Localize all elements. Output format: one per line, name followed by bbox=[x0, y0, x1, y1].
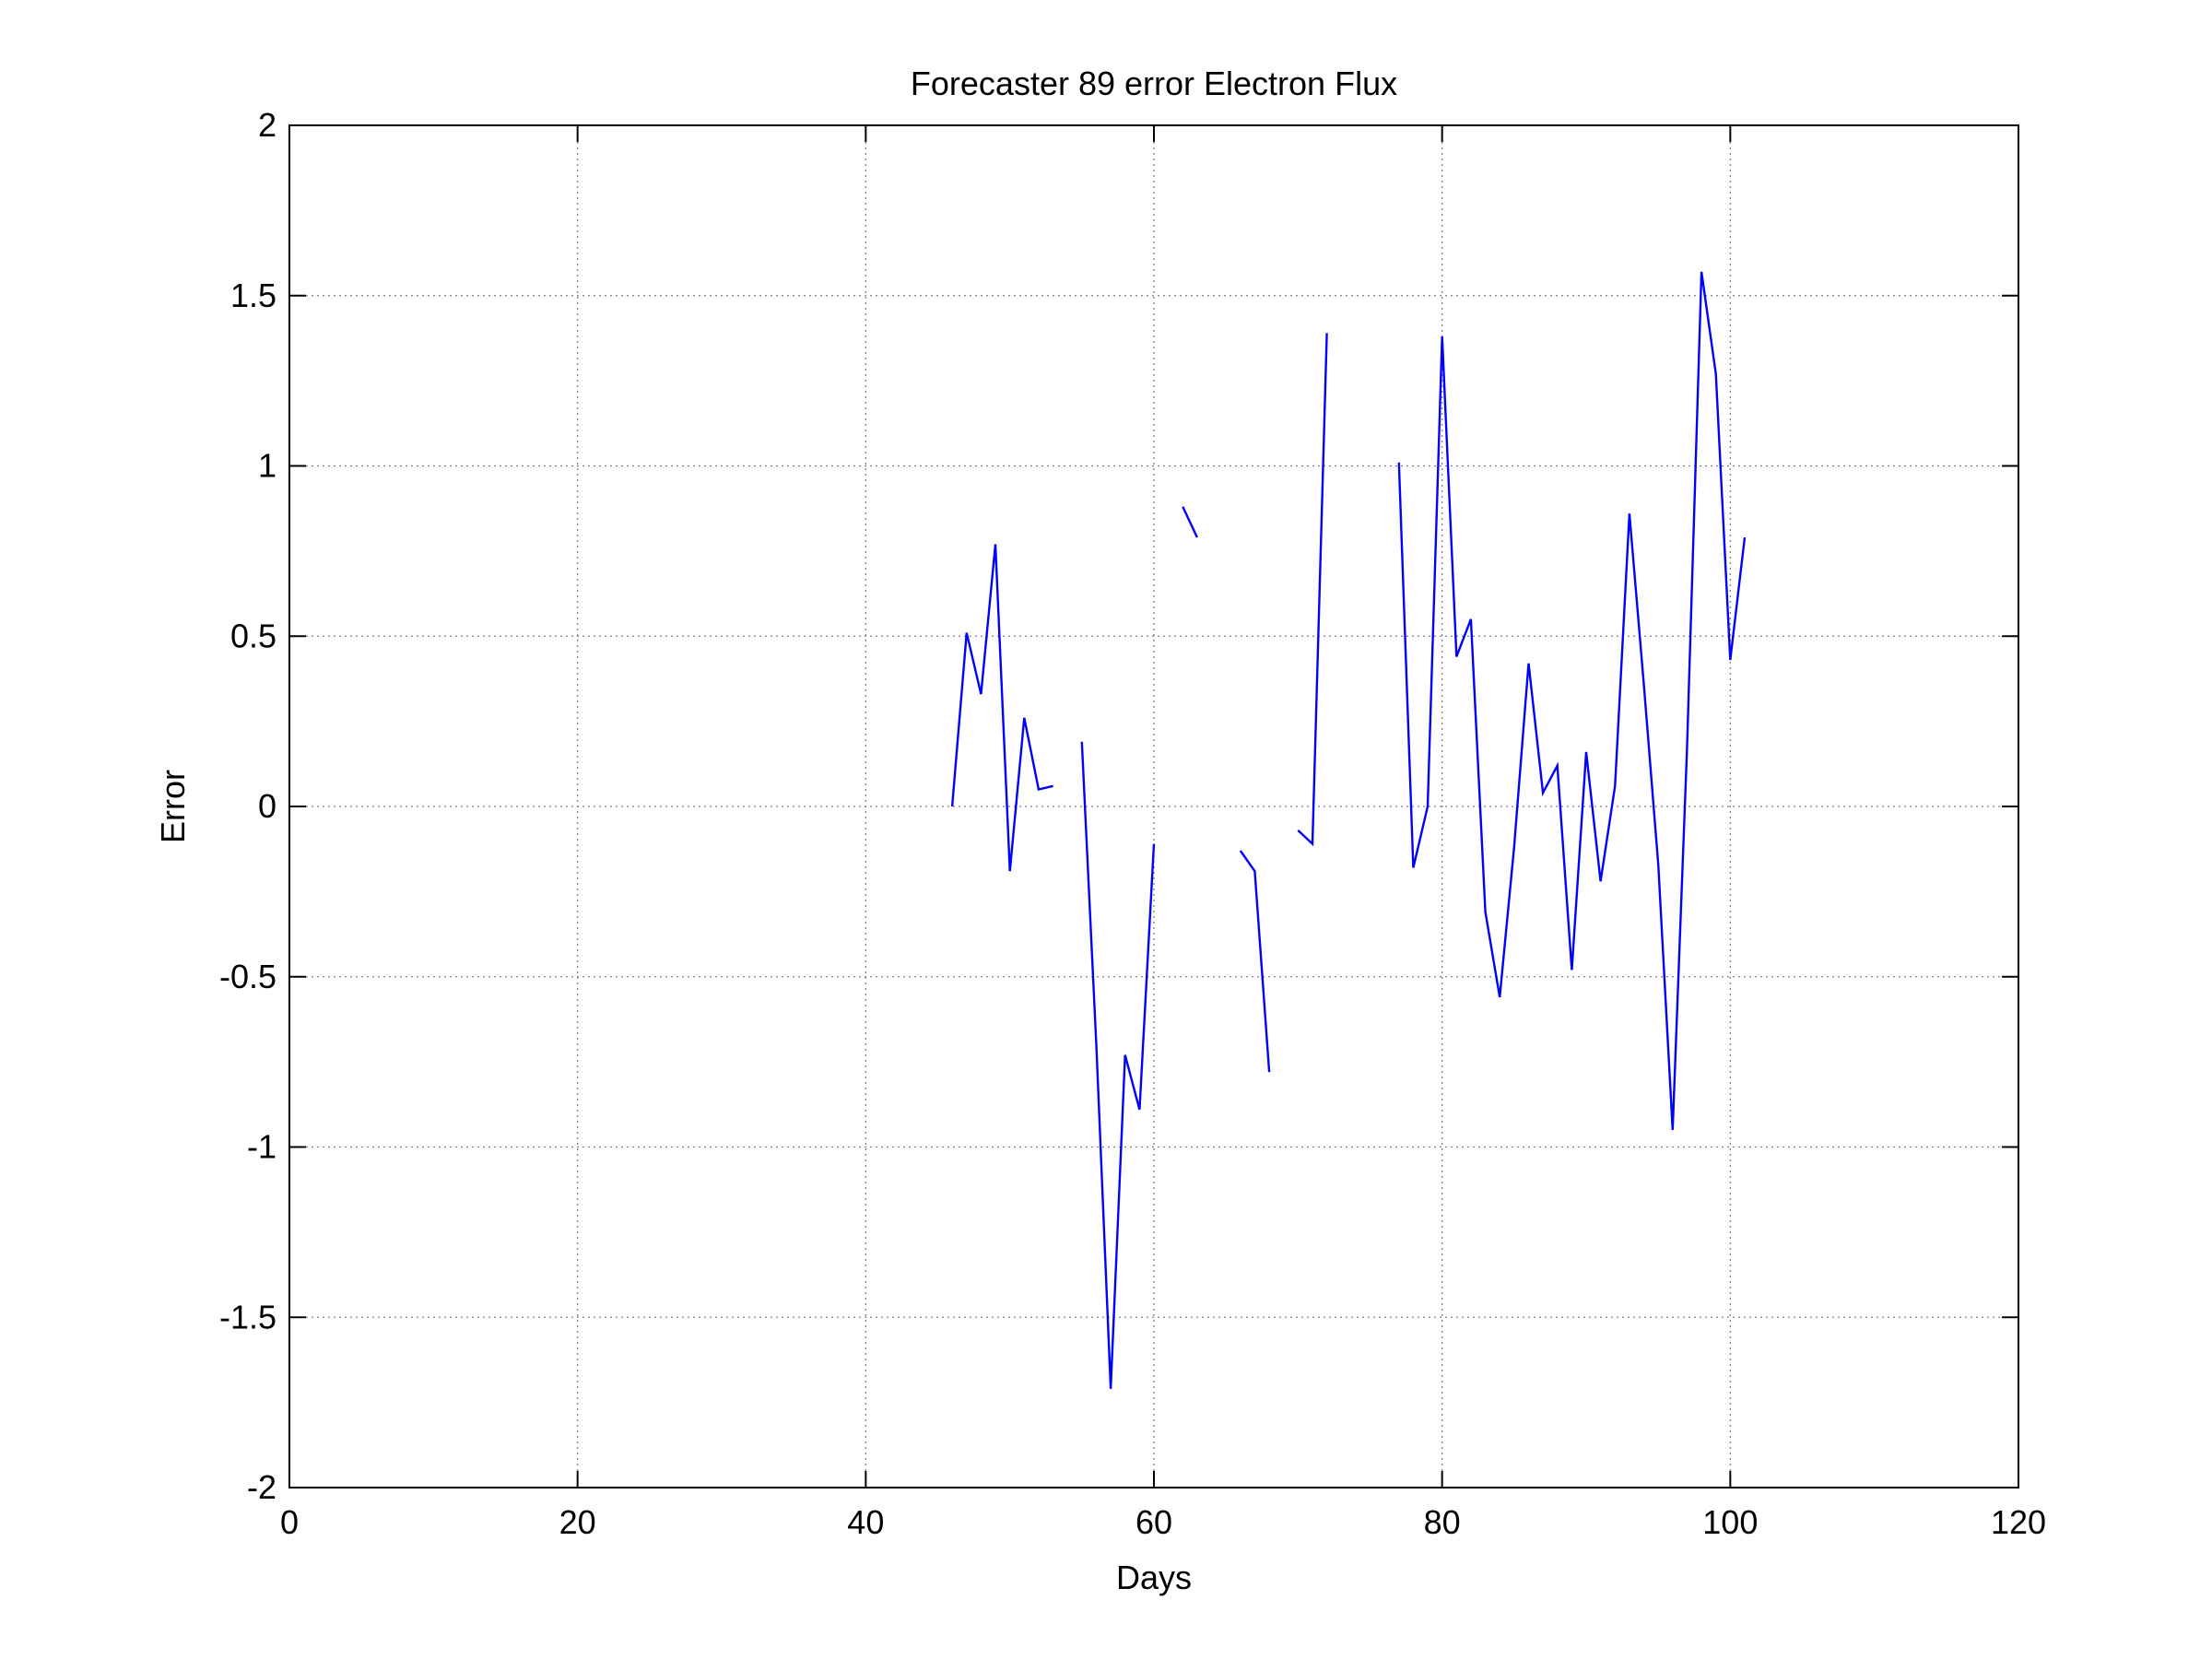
ticks bbox=[288, 124, 2019, 1488]
y-tick-label: -0.5 bbox=[219, 958, 276, 995]
grid bbox=[289, 125, 2018, 1488]
x-tick-label: 40 bbox=[847, 1503, 884, 1541]
series-line-segment bbox=[950, 544, 1053, 872]
y-tick-label: 1.5 bbox=[230, 276, 276, 314]
chart-title: Forecaster 89 error Electron Flux bbox=[911, 65, 1397, 102]
y-tick-label: -2 bbox=[247, 1468, 276, 1506]
x-tick-label: 0 bbox=[280, 1503, 299, 1541]
y-tick-labels: -2 -1.5 -1 -0.5 0 0.5 1 1.5 2 bbox=[219, 106, 276, 1506]
series-line-segment bbox=[1397, 271, 1747, 1131]
series-line-segment bbox=[1182, 506, 1198, 538]
series-line-segment bbox=[1080, 741, 1156, 1389]
x-tick-label: 100 bbox=[1702, 1503, 1758, 1541]
series-line-segment bbox=[1297, 333, 1328, 847]
series-group bbox=[950, 271, 1747, 1389]
x-tick-label: 120 bbox=[1991, 1503, 2046, 1541]
y-tick-label: 2 bbox=[258, 106, 276, 144]
x-tick-labels: 0 20 40 60 80 100 120 bbox=[280, 1503, 2046, 1541]
y-tick-label: 0 bbox=[258, 787, 276, 825]
y-tick-label: -1 bbox=[247, 1128, 276, 1166]
y-tick-label: 0.5 bbox=[230, 617, 276, 654]
x-axis-label: Days bbox=[1116, 1559, 1192, 1596]
x-tick-label: 20 bbox=[559, 1503, 596, 1541]
y-axis-label: Error bbox=[154, 770, 192, 843]
x-tick-label: 60 bbox=[1135, 1503, 1172, 1541]
x-tick-label: 80 bbox=[1424, 1503, 1461, 1541]
series-line-segment bbox=[1239, 850, 1271, 1073]
y-tick-label: 1 bbox=[258, 447, 276, 485]
y-tick-label: -1.5 bbox=[219, 1298, 276, 1335]
